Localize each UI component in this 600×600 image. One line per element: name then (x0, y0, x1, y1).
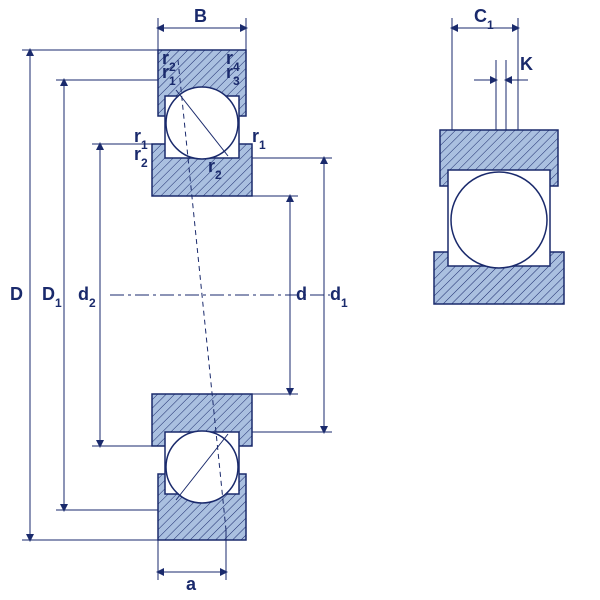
label-d2: d2 (78, 284, 96, 310)
lower-bearing (152, 394, 252, 540)
label-r1-MR: r1 (252, 126, 266, 152)
right-view: C1 K (434, 6, 564, 304)
label-D1: D1 (42, 284, 62, 310)
label-d1: d1 (330, 284, 348, 310)
label-a: a (186, 574, 197, 594)
bearing-cross-section: B a D D1 d2 d d1 r1 r2 r4 r3 (0, 0, 600, 600)
label-K: K (520, 54, 533, 74)
label-d: d (296, 284, 307, 304)
left-view: B a D D1 d2 d d1 r1 r2 r4 r3 (10, 6, 348, 594)
label-D: D (10, 284, 23, 304)
label-B: B (194, 6, 207, 26)
